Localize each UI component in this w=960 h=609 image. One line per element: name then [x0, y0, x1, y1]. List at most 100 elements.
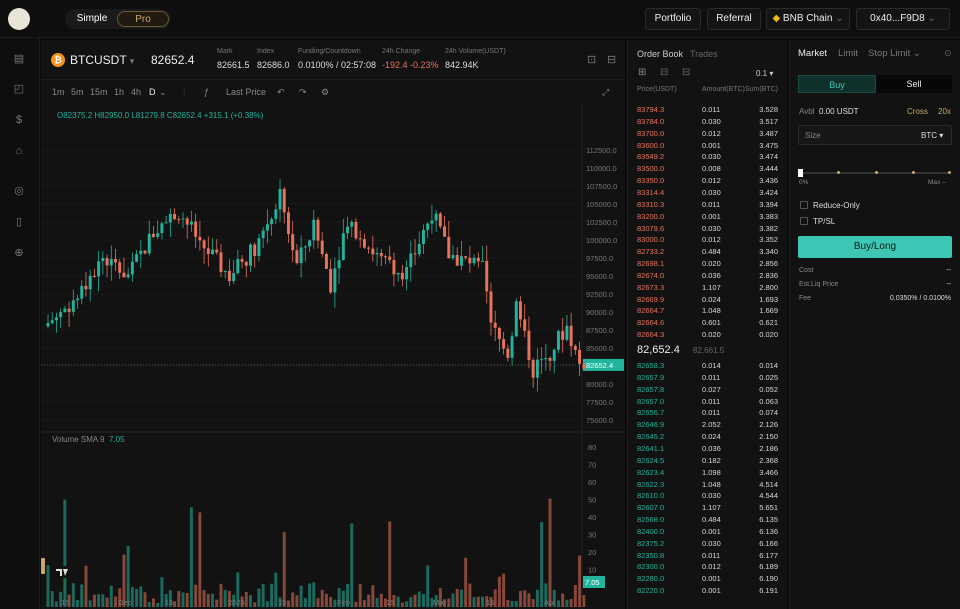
both-sides-icon[interactable]: ⊞ [638, 67, 647, 78]
slider-tick[interactable] [948, 171, 951, 174]
bids-row[interactable]: 82641.1 0.036 2.186 [628, 443, 788, 455]
bids-row[interactable]: 82568.0 0.484 6.135 [628, 514, 788, 526]
volume-bar[interactable] [405, 601, 409, 607]
volume-bar[interactable] [101, 594, 105, 607]
referral-button[interactable]: Referral [707, 8, 761, 30]
wallet-button[interactable]: 0x40...F9D8 ⌄ [856, 8, 950, 30]
volume-bar[interactable] [333, 599, 337, 607]
interval-4h[interactable]: 4h [131, 87, 142, 97]
layout-icon[interactable]: ⊟ [607, 54, 617, 66]
volume-bar[interactable] [278, 597, 282, 607]
trade-icon[interactable]: ▤ [13, 53, 25, 65]
mode-simple-button[interactable]: Simple [76, 13, 108, 24]
volume-bar[interactable] [282, 532, 286, 607]
candle-body[interactable] [493, 322, 497, 328]
volume-bar[interactable] [88, 600, 92, 607]
candle-body[interactable] [578, 349, 582, 364]
app-logo[interactable] [8, 8, 30, 30]
volume-bar[interactable] [50, 591, 54, 607]
volume-bar[interactable] [540, 522, 544, 607]
candle-body[interactable] [67, 308, 71, 312]
asks-row[interactable]: 83200.0 0.001 3.383 [628, 211, 788, 223]
indicator-icon[interactable]: ƒ [204, 87, 210, 97]
earn-icon[interactable]: $ [15, 114, 23, 126]
volume-bar[interactable] [472, 597, 476, 607]
candle-body[interactable] [198, 236, 202, 241]
portfolio-button[interactable]: Portfolio [645, 8, 701, 30]
volume-bar[interactable] [413, 594, 417, 607]
interval-5m[interactable]: 5m [71, 87, 84, 97]
fullscreen-icon[interactable]: ⤢ [602, 87, 610, 97]
volume-bar[interactable] [244, 591, 248, 607]
asks-row[interactable]: 83310.3 0.011 3.394 [628, 199, 788, 211]
interval-d[interactable]: D [149, 87, 156, 97]
bids-row[interactable]: 82300.0 0.012 6.189 [628, 561, 788, 573]
volume-bar[interactable] [502, 573, 506, 607]
candle-body[interactable] [527, 330, 531, 361]
candle-body[interactable] [232, 273, 236, 282]
candle-body[interactable] [417, 243, 421, 255]
candle-body[interactable] [92, 275, 96, 277]
volume-bar[interactable] [257, 588, 261, 607]
margin-mode-button[interactable]: Cross [907, 107, 928, 116]
asks-row[interactable]: 83794.3 0.011 3.528 [628, 104, 788, 116]
info-icon[interactable]: ⊙ [944, 48, 952, 58]
price-type-button[interactable]: Last Price [226, 87, 267, 97]
volume-bar[interactable] [367, 594, 371, 607]
candle-body[interactable] [168, 213, 172, 223]
redo-icon[interactable]: ↷ [299, 87, 307, 97]
volume-bar[interactable] [468, 583, 472, 607]
volume-bar[interactable] [59, 591, 63, 607]
volume-bar[interactable] [206, 594, 210, 607]
candle-body[interactable] [177, 219, 181, 221]
volume-bar[interactable] [265, 601, 269, 607]
candle-body[interactable] [46, 322, 50, 327]
candle-body[interactable] [312, 219, 316, 241]
candle-body[interactable] [362, 239, 366, 248]
candle-body[interactable] [506, 348, 510, 358]
candle-body[interactable] [384, 256, 387, 258]
candle-body[interactable] [337, 260, 341, 269]
volume-bar[interactable] [173, 601, 177, 607]
size-unit-selector[interactable]: BTC ▾ [921, 131, 943, 140]
candle-body[interactable] [303, 246, 307, 248]
undo-icon[interactable]: ↶ [277, 87, 285, 97]
candle-body[interactable] [278, 188, 282, 210]
asks-row[interactable]: 82733.2 0.484 3.340 [628, 246, 788, 258]
candle-body[interactable] [540, 359, 544, 361]
candle-body[interactable] [514, 301, 518, 337]
candle-body[interactable] [84, 285, 88, 290]
candle-body[interactable] [388, 256, 392, 260]
candle-body[interactable] [468, 257, 472, 264]
candle-body[interactable] [223, 270, 227, 273]
candle-body[interactable] [396, 272, 400, 275]
candle-body[interactable] [476, 257, 480, 262]
tab-trades[interactable]: Trades [690, 49, 718, 59]
candle-body[interactable] [59, 312, 63, 318]
candle-body[interactable] [497, 327, 501, 340]
volume-bar[interactable] [358, 584, 362, 607]
candle-body[interactable] [135, 254, 139, 262]
candle-body[interactable] [227, 270, 231, 282]
candle-body[interactable] [257, 238, 261, 256]
candle-body[interactable] [413, 253, 417, 255]
volume-bar[interactable] [329, 596, 333, 607]
volume-bar[interactable] [118, 588, 122, 607]
volume-bar[interactable] [164, 593, 168, 607]
volume-bar[interactable] [409, 596, 413, 607]
interval-15m[interactable]: 15m [90, 87, 108, 97]
volume-bar[interactable] [346, 584, 350, 607]
candle-body[interactable] [118, 262, 122, 273]
mode-pro-button[interactable]: Pro [117, 11, 169, 27]
gear-icon[interactable]: ⚙ [321, 87, 330, 97]
chart-settings-icon[interactable]: ⊡ [587, 54, 597, 66]
volume-bar[interactable] [426, 565, 430, 607]
candle-body[interactable] [341, 233, 345, 261]
volume-bar[interactable] [253, 602, 257, 607]
volume-bar[interactable] [561, 593, 565, 607]
volume-bar[interactable] [135, 588, 139, 607]
volume-bar[interactable] [240, 596, 244, 607]
candle-body[interactable] [405, 267, 409, 280]
candle-body[interactable] [455, 254, 459, 266]
volume-bar[interactable] [303, 598, 307, 607]
